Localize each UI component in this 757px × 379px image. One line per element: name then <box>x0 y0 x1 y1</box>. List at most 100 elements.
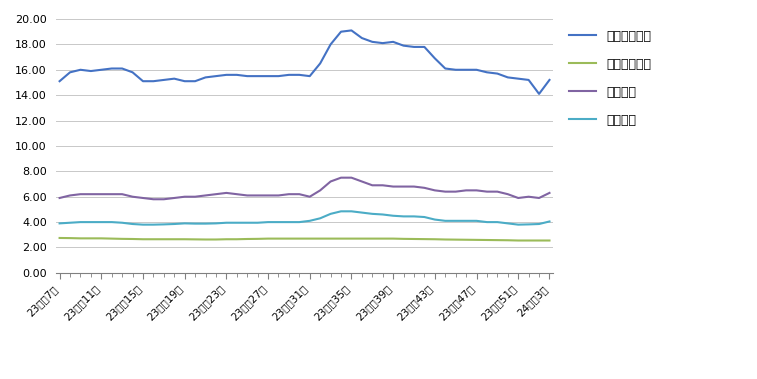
生猪出场价格 <box>534 92 544 96</box>
玉米购进价格 <box>180 237 189 241</box>
生猪出场价格 <box>493 71 502 76</box>
生猪出场价格 <box>149 79 158 83</box>
生猪出场价格 <box>294 73 304 77</box>
猪料比价 <box>534 222 544 226</box>
猪料比价 <box>65 221 74 225</box>
玉米购进价格 <box>503 238 512 243</box>
生猪出场价格 <box>170 77 179 81</box>
生猪出场价格 <box>86 69 95 73</box>
猪料比价 <box>201 221 210 226</box>
猪粮比价 <box>316 188 325 193</box>
生猪出场价格 <box>117 66 126 71</box>
玉米购进价格 <box>368 236 377 241</box>
猪料比价 <box>211 221 220 226</box>
玉米购进价格 <box>326 236 335 241</box>
猪粮比价 <box>294 192 304 196</box>
猪料比价 <box>305 219 314 223</box>
猪粮比价 <box>180 194 189 199</box>
猪料比价 <box>368 211 377 216</box>
生猪出场价格 <box>368 39 377 44</box>
生猪出场价格 <box>211 74 220 78</box>
生猪出场价格 <box>65 70 74 75</box>
猪料比价 <box>149 222 158 227</box>
Line: 生猪出场价格: 生猪出场价格 <box>60 30 550 94</box>
玉米购进价格 <box>274 236 283 241</box>
玉米购进价格 <box>524 238 533 243</box>
猪粮比价 <box>191 194 200 199</box>
玉米购进价格 <box>285 236 294 241</box>
猪料比价 <box>55 221 64 226</box>
生猪出场价格 <box>263 74 273 78</box>
生猪出场价格 <box>482 70 491 75</box>
猪粮比价 <box>97 192 106 196</box>
生猪出场价格 <box>55 79 64 83</box>
生猪出场价格 <box>222 73 231 77</box>
生猪出场价格 <box>139 79 148 83</box>
猪料比价 <box>107 220 117 224</box>
猪粮比价 <box>139 196 148 200</box>
猪粮比价 <box>534 196 544 200</box>
猪料比价 <box>263 220 273 224</box>
玉米购进价格 <box>159 237 168 241</box>
玉米购进价格 <box>545 238 554 243</box>
猪粮比价 <box>263 193 273 198</box>
猪料比价 <box>253 221 262 225</box>
玉米购进价格 <box>117 236 126 241</box>
猪粮比价 <box>86 192 95 196</box>
猪料比价 <box>170 222 179 226</box>
猪料比价 <box>86 220 95 224</box>
猪粮比价 <box>274 193 283 198</box>
猪粮比价 <box>326 179 335 184</box>
生猪出场价格 <box>107 66 117 71</box>
玉米购进价格 <box>420 237 429 241</box>
猪粮比价 <box>285 192 294 196</box>
猪料比价 <box>482 220 491 224</box>
Line: 玉米购进价格: 玉米购进价格 <box>60 238 550 241</box>
生猪出场价格 <box>285 73 294 77</box>
玉米购进价格 <box>316 236 325 241</box>
玉米购进价格 <box>441 237 450 242</box>
玉米购进价格 <box>534 238 544 243</box>
猪料比价 <box>357 210 366 215</box>
猪粮比价 <box>493 190 502 194</box>
猪料比价 <box>545 219 554 224</box>
玉米购进价格 <box>107 236 117 241</box>
猪粮比价 <box>76 192 85 196</box>
猪料比价 <box>76 220 85 224</box>
猪料比价 <box>285 220 294 224</box>
猪粮比价 <box>545 191 554 195</box>
猪粮比价 <box>232 192 241 196</box>
猪粮比价 <box>482 190 491 194</box>
玉米购进价格 <box>493 238 502 243</box>
猪料比价 <box>451 219 460 223</box>
猪料比价 <box>243 221 252 225</box>
玉米购进价格 <box>128 237 137 241</box>
生猪出场价格 <box>97 67 106 72</box>
玉米购进价格 <box>211 237 220 242</box>
猪料比价 <box>430 217 439 222</box>
生猪出场价格 <box>336 30 345 34</box>
猪料比价 <box>191 221 200 226</box>
生猪出场价格 <box>326 42 335 47</box>
玉米购进价格 <box>232 237 241 241</box>
生猪出场价格 <box>347 28 356 33</box>
Legend: 生猪出场价格, 玉米购进价格, 猪粮比价, 猪料比价: 生猪出场价格, 玉米购进价格, 猪粮比价, 猪料比价 <box>564 25 656 132</box>
猪粮比价 <box>201 193 210 198</box>
玉米购进价格 <box>378 236 388 241</box>
玉米购进价格 <box>253 236 262 241</box>
生猪出场价格 <box>232 73 241 77</box>
玉米购进价格 <box>482 238 491 242</box>
猪料比价 <box>514 222 523 227</box>
猪料比价 <box>336 209 345 214</box>
玉米购进价格 <box>472 238 481 242</box>
猪粮比价 <box>305 194 314 199</box>
猪粮比价 <box>524 194 533 199</box>
猪粮比价 <box>503 192 512 196</box>
猪粮比价 <box>211 192 220 196</box>
玉米购进价格 <box>347 236 356 241</box>
猪粮比价 <box>107 192 117 196</box>
玉米购进价格 <box>222 237 231 241</box>
猪料比价 <box>232 221 241 225</box>
生猪出场价格 <box>514 77 523 81</box>
猪料比价 <box>180 221 189 226</box>
